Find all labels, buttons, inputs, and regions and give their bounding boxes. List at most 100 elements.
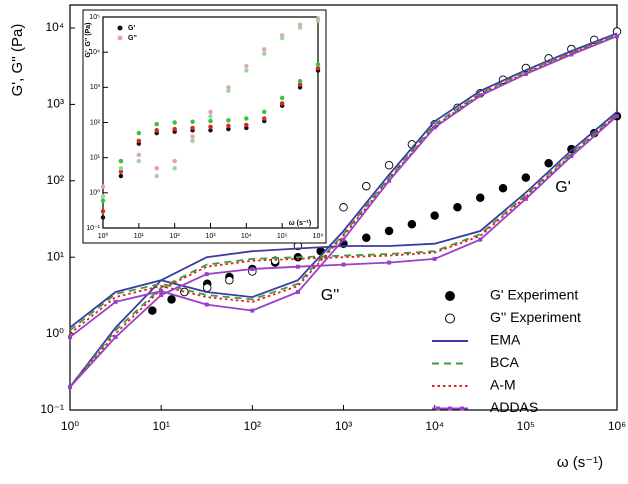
series-loss-marker bbox=[615, 34, 619, 39]
series-point bbox=[172, 158, 177, 164]
legend-label: EMA bbox=[490, 332, 521, 348]
x-tick-label: 10⁵ bbox=[277, 233, 288, 240]
series-loss-line bbox=[69, 33, 618, 332]
legend-label: G'' Experiment bbox=[490, 309, 581, 325]
series-point bbox=[190, 138, 195, 144]
series-point bbox=[100, 193, 106, 199]
series-loss-marker bbox=[113, 299, 118, 304]
y-tick-label: 10² bbox=[47, 173, 64, 187]
series-marker bbox=[341, 262, 346, 267]
y-tick-label: 10⁻¹ bbox=[86, 225, 100, 232]
series-point bbox=[190, 134, 195, 139]
x-axis-label: ω (s⁻¹) bbox=[289, 220, 311, 227]
series-point bbox=[226, 118, 231, 123]
x-tick-label: 10⁰ bbox=[61, 419, 79, 433]
y-tick-label: 10¹ bbox=[90, 155, 101, 162]
series-loss-marker bbox=[295, 290, 300, 295]
legend-label: ADDAS bbox=[490, 399, 538, 415]
x-tick-label: 10³ bbox=[205, 233, 216, 240]
legend-label: BCA bbox=[490, 354, 519, 370]
series-point bbox=[100, 198, 106, 203]
series-point bbox=[407, 219, 417, 229]
series-point bbox=[262, 47, 267, 52]
series-point bbox=[172, 166, 177, 171]
series-point bbox=[544, 158, 553, 168]
series-point bbox=[136, 130, 142, 136]
series-point bbox=[498, 183, 508, 193]
series-point bbox=[226, 123, 231, 129]
series-point bbox=[172, 126, 177, 132]
series-point bbox=[154, 128, 159, 133]
x-tick-label: 10² bbox=[244, 419, 261, 433]
y-tick-label: 10⁵ bbox=[89, 14, 100, 21]
series-marker bbox=[387, 260, 392, 265]
main-plot: 10⁰ 10¹ 10² 10³ 10⁴ 10⁵ 10⁶10⁻¹10⁰10¹10²10³10⁴… bbox=[9, 4, 626, 471]
series-point bbox=[453, 203, 462, 212]
series-loss-line bbox=[69, 32, 618, 329]
series-point bbox=[118, 158, 124, 164]
series-loss-marker bbox=[523, 71, 528, 76]
series-point bbox=[118, 173, 124, 179]
series-loss-marker bbox=[159, 289, 164, 294]
series-loss-marker bbox=[432, 125, 437, 130]
series-point bbox=[136, 152, 142, 158]
x-tick-label: 10¹ bbox=[152, 419, 169, 433]
series-line bbox=[69, 113, 618, 388]
series-point bbox=[315, 18, 321, 23]
y-tick-label: 10³ bbox=[47, 97, 64, 111]
x-tick-label: 10⁰ bbox=[98, 232, 109, 240]
series-point bbox=[244, 116, 249, 121]
y-tick-label: 10² bbox=[90, 119, 101, 126]
x-tick-label: 10² bbox=[170, 233, 181, 240]
legend-marker bbox=[445, 313, 455, 324]
series-point bbox=[315, 65, 321, 71]
legend-label: G' bbox=[128, 25, 135, 32]
y-axis-label: G', G'' (Pa) bbox=[9, 24, 26, 97]
series-point bbox=[297, 25, 303, 30]
series-point bbox=[244, 122, 249, 128]
legend-label: G'' bbox=[128, 35, 137, 42]
series-loss-marker bbox=[478, 93, 483, 98]
series-loss-marker bbox=[68, 335, 72, 340]
series-point bbox=[100, 184, 106, 189]
series-point bbox=[297, 78, 303, 84]
legend-label: G' Experiment bbox=[490, 287, 578, 303]
y-tick-label: 10⁰ bbox=[46, 326, 64, 340]
legend-marker bbox=[445, 291, 455, 301]
series-point bbox=[172, 120, 177, 125]
y-axis-label: G', G'' (Pa) bbox=[85, 23, 92, 58]
series-point bbox=[279, 95, 285, 101]
series-point bbox=[167, 295, 176, 304]
series-loss-marker bbox=[204, 302, 209, 307]
legend-marker bbox=[436, 406, 440, 411]
series-point bbox=[154, 173, 159, 179]
x-tick-label: 10⁶ bbox=[608, 419, 626, 433]
series-point bbox=[362, 181, 371, 191]
series-point bbox=[226, 88, 231, 93]
series-point bbox=[208, 124, 213, 130]
series-point bbox=[208, 114, 213, 119]
series-point bbox=[202, 283, 212, 292]
series-point bbox=[339, 203, 348, 212]
series-loss-marker bbox=[387, 178, 392, 183]
series-point bbox=[136, 158, 142, 164]
legend-marker bbox=[460, 406, 464, 411]
y-tick-label: 10¹ bbox=[47, 249, 64, 263]
x-tick-label: 10³ bbox=[335, 419, 352, 433]
series-point bbox=[384, 226, 394, 236]
x-tick-label: 10⁴ bbox=[241, 233, 252, 240]
y-tick-label: 10⁴ bbox=[89, 49, 100, 56]
legend-label: A-M bbox=[490, 377, 516, 393]
legend-marker bbox=[448, 406, 452, 411]
series-point bbox=[208, 118, 213, 124]
x-tick-label: 10⁶ bbox=[313, 233, 324, 240]
inset-frame bbox=[82, 9, 327, 244]
series-point bbox=[384, 160, 394, 170]
series-point bbox=[154, 166, 159, 171]
y-tick-label: 10³ bbox=[90, 84, 101, 91]
series-loss-marker bbox=[569, 52, 574, 57]
y-tick-label: 10⁰ bbox=[89, 189, 100, 197]
series-marker bbox=[523, 196, 528, 201]
series-point bbox=[136, 138, 142, 144]
